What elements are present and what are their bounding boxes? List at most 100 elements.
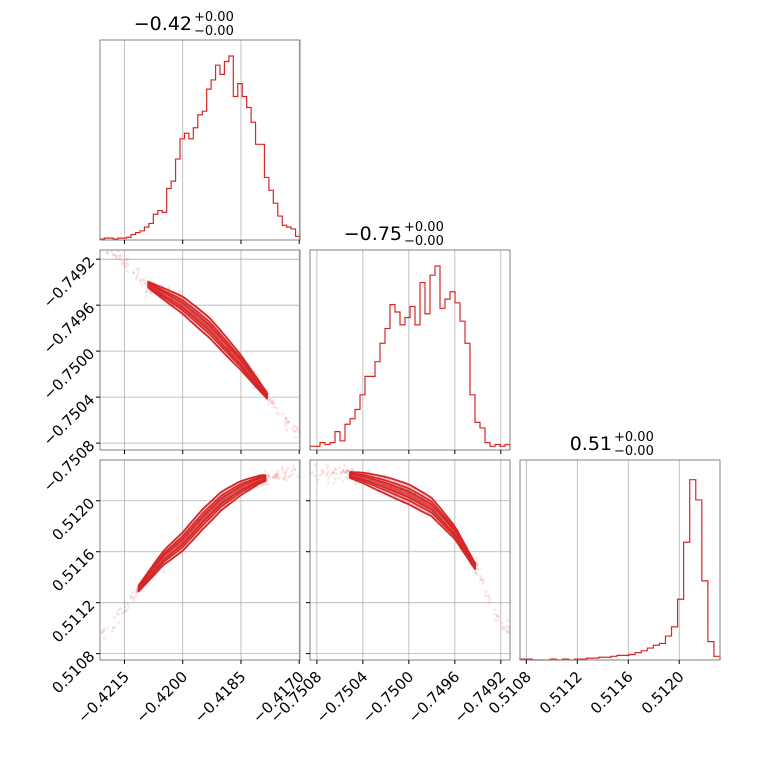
sample-point [344,471,347,475]
sample-point [110,250,114,253]
sample-point [135,587,139,591]
sample-point [266,402,270,406]
sample-point [325,472,329,475]
sample-point [331,471,335,475]
sample-point [292,430,296,434]
sample-point [178,290,182,293]
sample-point [567,629,570,632]
contour-middle [147,282,268,399]
sample-point [139,278,143,282]
hist-panel-2: −0.75 +0.00−0.00 [309,220,511,454]
sample-point [497,615,501,619]
pair-panel-1-3 [72,459,341,664]
sample-point [120,261,124,265]
sample-point [117,613,120,616]
sample-point [306,431,309,434]
sample-point [343,470,347,474]
sample-point [115,611,119,615]
sample-point [132,271,135,275]
sample-point [511,626,514,629]
sample-point [296,475,300,478]
sample-point [338,470,341,473]
histogram-3 [519,479,721,661]
sample-point [562,622,565,625]
sample-point [275,411,279,415]
sample-point [277,477,280,481]
sample-point [321,472,324,475]
sample-point [277,412,281,416]
sample-point [344,476,348,480]
sample-point [510,631,513,634]
sample-point [534,630,537,633]
sample-point [506,631,510,635]
sample-point [477,568,481,572]
sample-point [330,468,333,471]
sample-point [275,471,279,475]
sample-point [145,294,148,298]
title-value: −0.75 [344,223,402,245]
sample-point [144,290,148,294]
sample-point [124,265,128,269]
sample-point [125,269,129,273]
sample-point [292,464,296,468]
contour-middle [349,472,476,569]
sample-point [316,478,320,482]
sample-point [474,557,478,561]
sample-point [148,292,152,295]
sample-point [140,282,144,286]
contour-middle [137,475,267,592]
sample-point [495,614,499,618]
sample-point [112,253,116,256]
y-tick-label-param-3: 0.5112 [49,596,99,646]
sample-point [284,471,287,475]
x-tick-label-param-3: 0.5120 [638,668,688,718]
sample-point [341,468,345,472]
sample-point [88,632,91,635]
sample-point [493,618,497,622]
sample-point [304,467,307,470]
sample-point [122,610,126,614]
x-tick-label-param-3: 0.5116 [587,668,637,718]
sample-point [142,279,146,283]
sample-point [306,473,309,476]
sample-point [84,636,87,639]
sample-point [267,473,270,477]
axes-frame [309,459,511,661]
sample-point [117,608,121,612]
sample-point [317,424,320,427]
sample-point [111,253,115,257]
sample-point [327,476,331,480]
sample-point [271,401,275,405]
sample-point [289,467,292,470]
contour-outer [349,471,476,571]
sample-point [358,431,361,434]
title-upper-error: +0.00 [194,10,234,25]
sample-point [325,473,329,477]
sample-point [167,286,171,290]
sample-point [273,474,277,477]
sample-point [333,477,337,481]
sample-point [341,469,345,473]
sample-point [132,596,136,599]
sample-point [294,435,298,439]
sample-point [318,473,322,477]
sample-point [271,475,275,479]
sample-point [333,467,337,471]
sample-point [501,625,505,629]
sample-point [126,263,130,266]
sample-point [493,608,497,611]
sample-point [105,250,109,254]
sample-point [145,290,149,293]
sample-point [534,631,537,634]
title-lower-error: −0.00 [614,444,654,459]
sample-point [72,634,75,637]
sample-point [162,570,166,574]
sample-point [87,248,90,251]
sample-point [266,399,270,402]
sample-point [272,476,276,479]
sample-point [97,626,100,629]
x-tick-label-param-1: −0.4200 [132,668,191,727]
sample-point [355,437,358,440]
sample-point [337,466,341,470]
sample-point [117,257,121,261]
